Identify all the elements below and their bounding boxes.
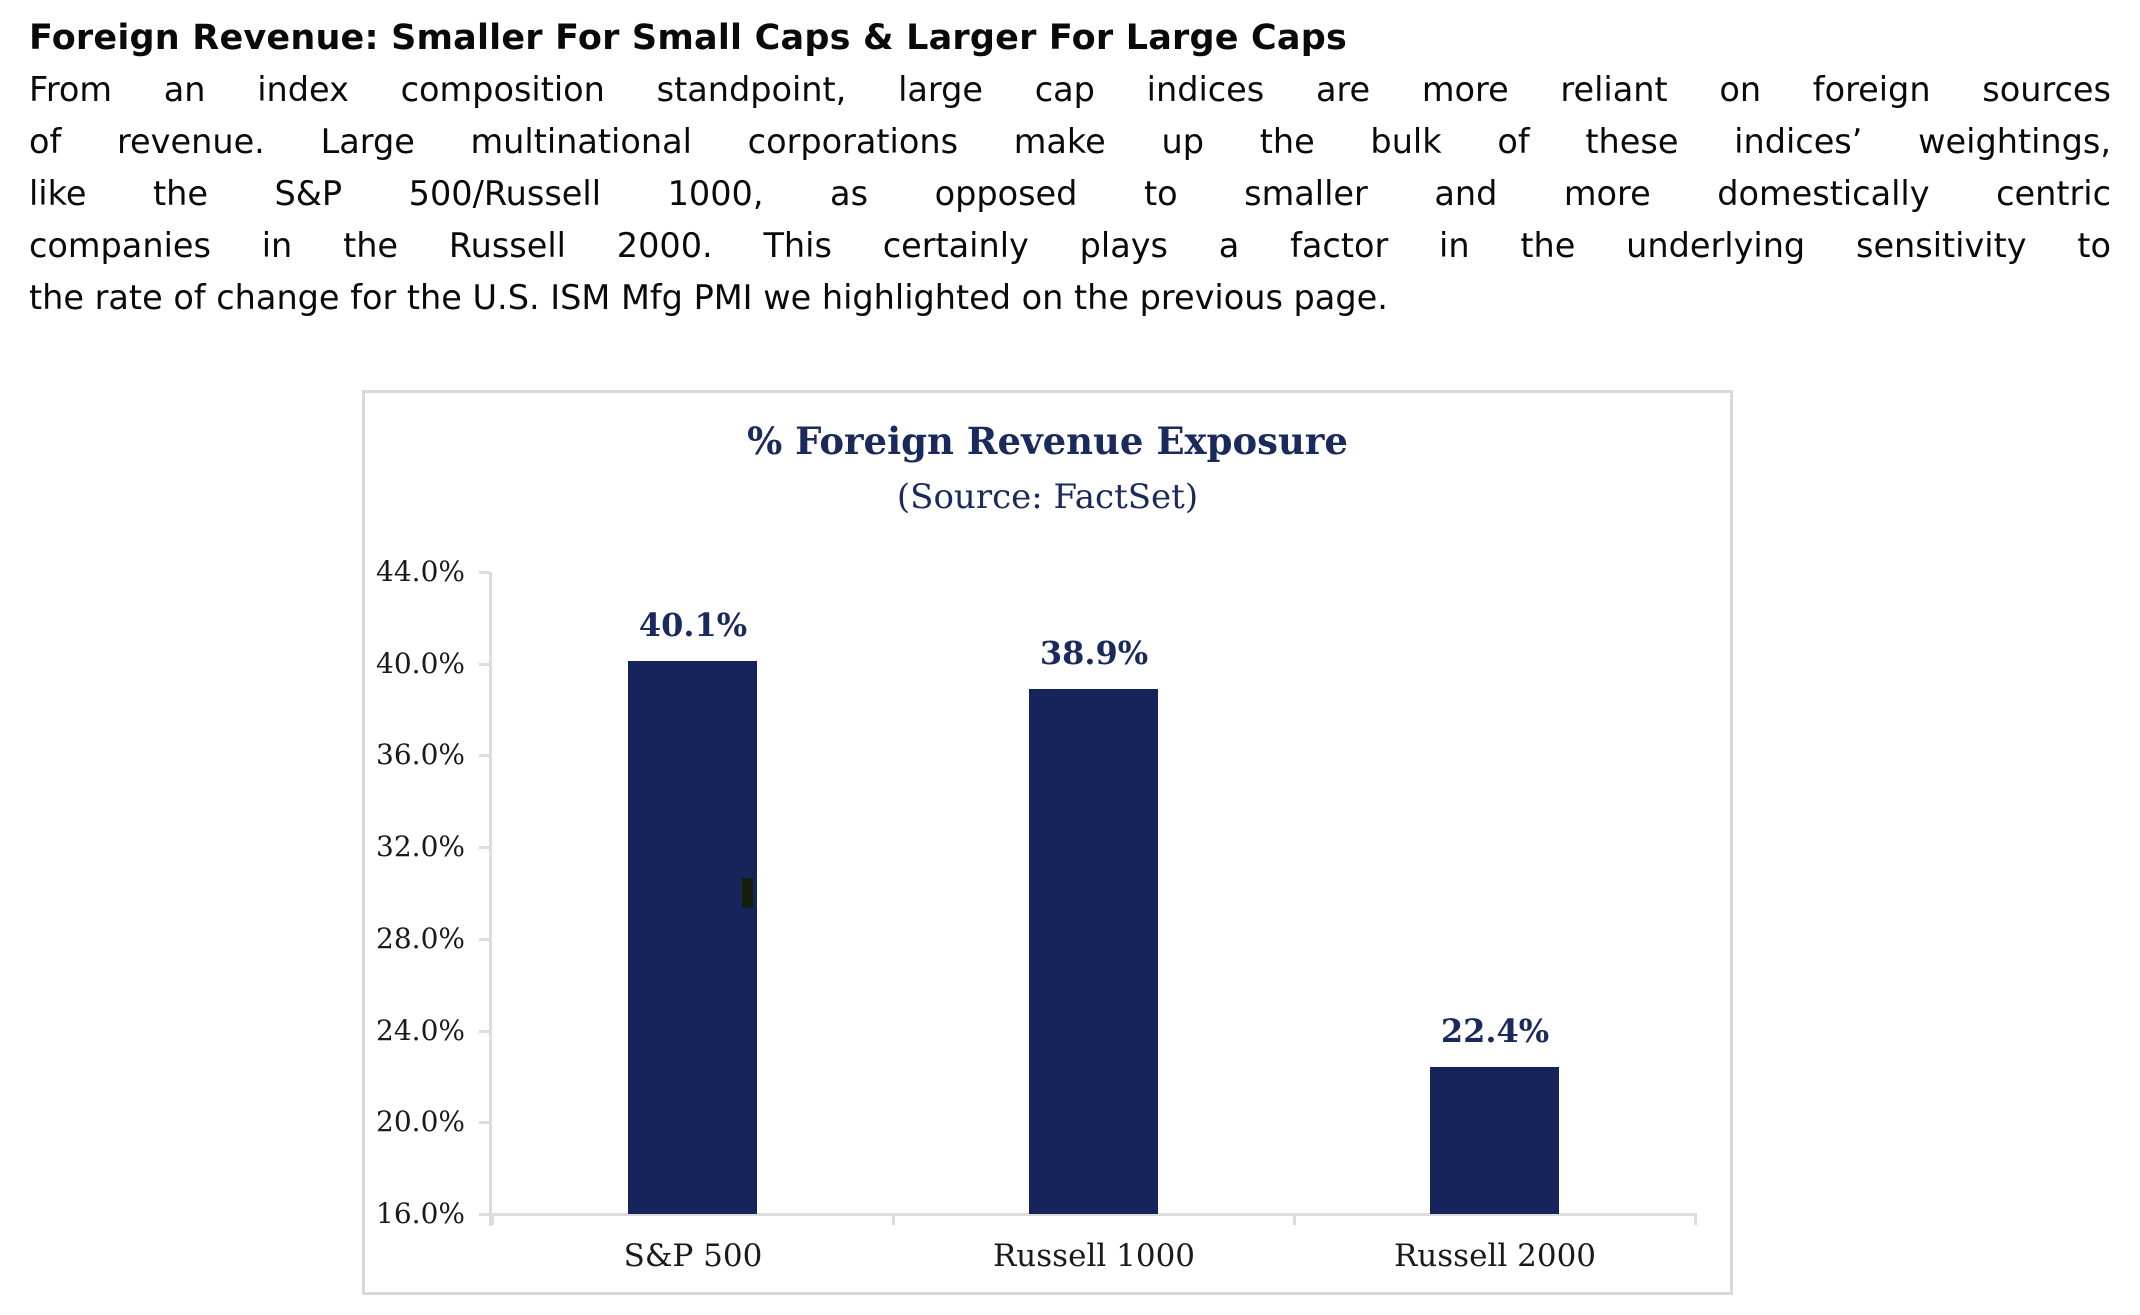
y-axis-tick [479,663,489,666]
plot-area: 16.0% 20.0% 24.0% 28.0% 32.0% 36.0% 40.0% 44.0%… [365,393,1730,1292]
x-axis-line [492,1213,1695,1216]
y-axis-tick [479,938,489,941]
y-tick-label: 32.0% [376,830,465,863]
y-tick-label: 20.0% [376,1105,465,1138]
intro-line-1: From an index composition standpoint, la… [29,70,2111,109]
y-tick-label: 16.0% [376,1197,465,1230]
y-tick-label: 44.0% [376,555,465,588]
chart-subtitle: (Source: FactSet) [896,477,1199,517]
y-axis-tick [479,571,489,574]
y-axis-line [489,572,492,1226]
bar [628,661,757,1214]
x-axis-tick [1694,1213,1697,1225]
x-axis-tick [892,1213,895,1225]
intro-line-4: companies in the Russell 2000. This cert… [29,226,2111,265]
intro-line-5: the rate of change for the U.S. ISM Mfg … [29,278,1388,317]
y-tick-label: 36.0% [376,738,465,771]
x-category-label: S&P 500 [623,1238,763,1274]
bar-value-label: 40.1% [638,606,748,644]
y-axis-tick [479,1121,489,1124]
chart-container: % Foreign Revenue Exposure (Source: Fact… [362,390,1733,1295]
x-category-label: Russell 1000 [992,1238,1196,1274]
bar-value-label: 38.9% [1039,634,1149,672]
screen-artifact-mark [742,878,753,908]
chart-title: % Foreign Revenue Exposure [747,419,1348,463]
bar-value-label: 22.4% [1440,1012,1550,1050]
y-axis-tick [479,846,489,849]
x-axis-tick [1293,1213,1296,1225]
x-category-label: Russell 2000 [1393,1238,1597,1274]
intro-line-3: like the S&P 500/Russell 1000, as oppose… [29,174,2111,213]
y-tick-label: 24.0% [376,1014,465,1047]
y-tick-label: 28.0% [376,922,465,955]
x-axis-tick [491,1213,494,1225]
y-axis-tick [479,1213,489,1216]
bar [1430,1067,1559,1214]
intro-paragraph: From an index composition standpoint, la… [29,64,2111,324]
bar [1029,689,1158,1214]
intro-line-2: of revenue. Large multinational corporat… [29,122,2111,161]
intro-block: Foreign Revenue: Smaller For Small Caps … [29,12,2111,324]
y-tick-label: 40.0% [376,647,465,680]
page-title: Foreign Revenue: Smaller For Small Caps … [29,18,1348,58]
y-axis-tick [479,754,489,757]
y-axis-tick [479,1030,489,1033]
